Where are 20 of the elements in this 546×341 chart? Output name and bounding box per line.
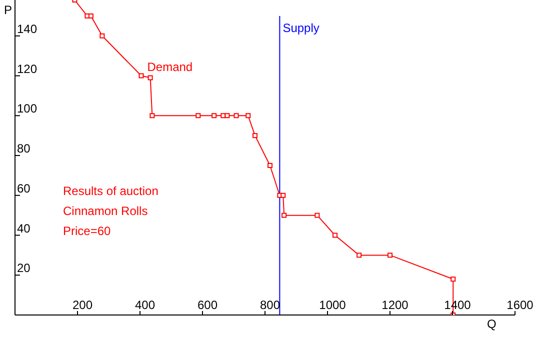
x-tick-label: 600 <box>197 298 218 312</box>
y-axis-title: P <box>4 3 12 17</box>
x-tick-label: 1600 <box>506 298 534 312</box>
x-axis-title: Q <box>487 317 496 331</box>
y-tick-label: 20 <box>17 261 31 276</box>
y-tick-label: 140 <box>17 22 38 36</box>
y-tick-label: 120 <box>17 62 38 76</box>
y-tick-label: 100 <box>17 102 38 116</box>
series-label: Supply <box>282 20 320 35</box>
y-tick-label: 60 <box>17 181 31 196</box>
series-label: Demand <box>147 60 193 74</box>
annotation: Price=60 <box>63 224 112 238</box>
x-tick-label: 400 <box>134 298 156 312</box>
y-tick-label: 80 <box>17 142 31 156</box>
annotation: Results of auction <box>63 184 158 198</box>
y-tick-label: 40 <box>17 221 31 236</box>
x-tick-label: 200 <box>72 298 93 312</box>
x-tick-label: 1200 <box>382 298 409 312</box>
x-tick-label: 1000 <box>319 298 346 312</box>
annotation: Cinnamon Rolls <box>63 204 148 218</box>
